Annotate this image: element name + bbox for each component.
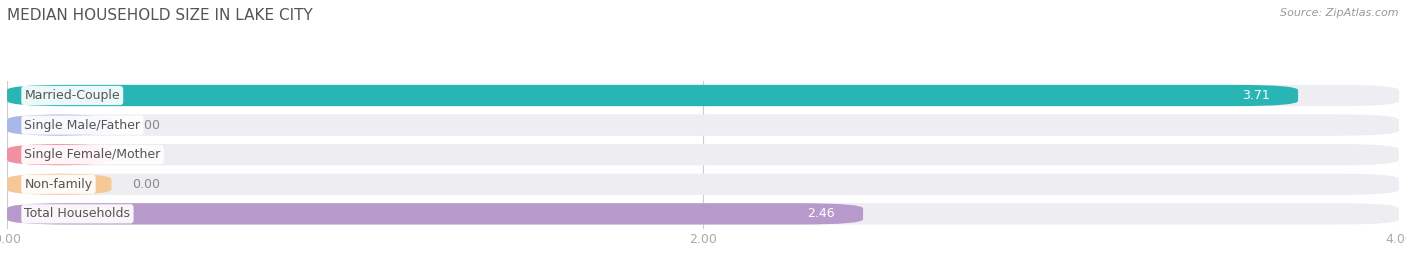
Text: Source: ZipAtlas.com: Source: ZipAtlas.com [1281, 8, 1399, 18]
Text: Single Female/Mother: Single Female/Mother [24, 148, 160, 161]
FancyBboxPatch shape [7, 114, 111, 136]
Text: 0.00: 0.00 [132, 148, 160, 161]
Text: 0.00: 0.00 [132, 178, 160, 191]
FancyBboxPatch shape [7, 174, 1399, 195]
FancyBboxPatch shape [7, 114, 1399, 136]
FancyBboxPatch shape [7, 203, 1399, 225]
FancyBboxPatch shape [7, 203, 863, 225]
FancyBboxPatch shape [7, 144, 111, 165]
FancyBboxPatch shape [7, 85, 1399, 106]
FancyBboxPatch shape [7, 174, 111, 195]
Text: 3.71: 3.71 [1243, 89, 1270, 102]
Text: MEDIAN HOUSEHOLD SIZE IN LAKE CITY: MEDIAN HOUSEHOLD SIZE IN LAKE CITY [7, 8, 312, 23]
FancyBboxPatch shape [7, 144, 1399, 165]
Text: 0.00: 0.00 [132, 119, 160, 132]
Text: Single Male/Father: Single Male/Father [24, 119, 141, 132]
Text: Total Households: Total Households [24, 207, 131, 220]
Text: Married-Couple: Married-Couple [24, 89, 120, 102]
Text: 2.46: 2.46 [807, 207, 835, 220]
FancyBboxPatch shape [7, 85, 1298, 106]
Text: Non-family: Non-family [24, 178, 93, 191]
